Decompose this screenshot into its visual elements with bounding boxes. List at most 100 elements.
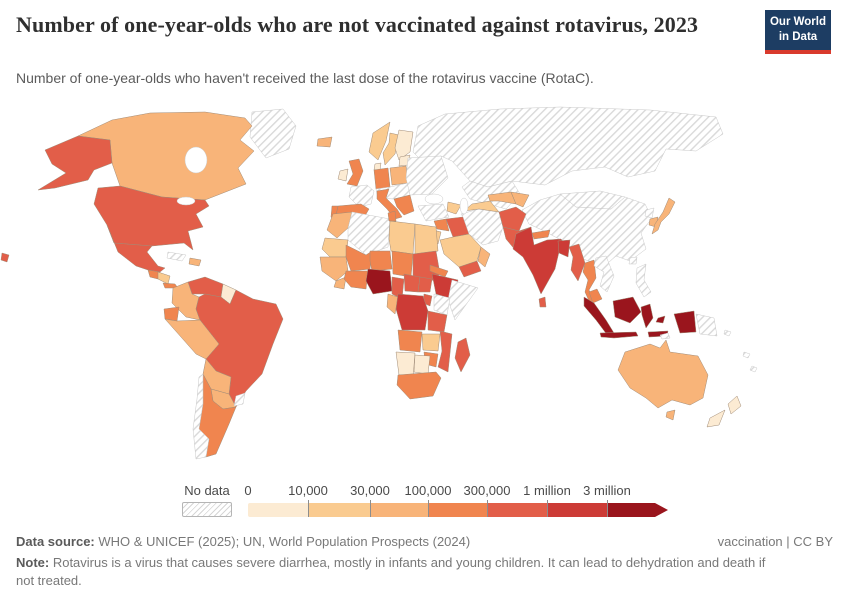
country-germany[interactable]: [373, 167, 391, 190]
country-mexico[interactable]: [106, 224, 166, 273]
country-oman[interactable]: [477, 246, 491, 268]
country-caucasus[interactable]: [446, 201, 462, 215]
country-indonesia-java[interactable]: [599, 331, 639, 339]
country-morocco[interactable]: [326, 211, 353, 239]
country-afghanistan[interactable]: [498, 206, 527, 232]
country-yemen[interactable]: [458, 260, 482, 278]
country-peru[interactable]: [164, 318, 220, 360]
country-tanzania[interactable]: [427, 310, 448, 333]
legend-tick-4: [487, 500, 488, 517]
country-pacific-1[interactable]: [723, 329, 732, 337]
country-laos-vietnam[interactable]: [593, 255, 615, 293]
legend-no-data-swatch[interactable]: [182, 502, 232, 517]
country-philippines[interactable]: [635, 263, 652, 298]
country-sri-lanka[interactable]: [538, 296, 547, 308]
country-tunisia[interactable]: [387, 210, 397, 222]
country-botswana[interactable]: [413, 354, 431, 375]
country-timor[interactable]: [659, 332, 671, 340]
country-cuba[interactable]: [166, 251, 187, 262]
country-pacific-3[interactable]: [749, 365, 758, 373]
country-mauritania[interactable]: [321, 237, 349, 258]
license-link[interactable]: vaccination | CC BY: [717, 534, 833, 549]
country-canada[interactable]: [77, 111, 255, 201]
country-drc[interactable]: [395, 293, 429, 331]
country-kyrgyz-tajik[interactable]: [510, 191, 530, 208]
country-hispaniola[interactable]: [188, 257, 202, 267]
country-malaysia[interactable]: [588, 288, 603, 304]
country-nigeria[interactable]: [365, 268, 393, 295]
legend-segment-0[interactable]: [248, 503, 308, 517]
country-congo-gabon[interactable]: [386, 293, 399, 315]
country-iceland[interactable]: [316, 136, 333, 148]
legend-segment-4[interactable]: [487, 503, 547, 517]
country-ivory-coast-ghana[interactable]: [343, 270, 369, 290]
country-angola[interactable]: [397, 329, 423, 353]
country-poland[interactable]: [389, 165, 409, 186]
country-pacific-2[interactable]: [742, 351, 751, 359]
country-somalia[interactable]: [447, 279, 479, 321]
country-mozambique[interactable]: [437, 330, 453, 373]
country-south-africa[interactable]: [396, 371, 442, 400]
country-madagascar[interactable]: [454, 337, 471, 373]
country-saudi-arabia[interactable]: [439, 233, 482, 268]
country-france[interactable]: [348, 184, 375, 208]
country-zambia[interactable]: [421, 333, 441, 352]
country-mongolia[interactable]: [559, 190, 626, 210]
country-indonesia-sumatra[interactable]: [583, 296, 615, 337]
country-egypt[interactable]: [414, 223, 439, 255]
country-north-korea[interactable]: [644, 207, 655, 219]
country-nepal[interactable]: [531, 229, 551, 240]
legend-segment-5[interactable]: [547, 503, 607, 517]
country-japan[interactable]: [651, 197, 676, 235]
legend-segment-3[interactable]: [428, 503, 487, 517]
legend-tick-label-2: 30,000: [350, 483, 390, 498]
country-indonesia-sulawesi[interactable]: [640, 303, 654, 329]
country-taiwan[interactable]: [628, 256, 638, 265]
legend-segment-2[interactable]: [370, 503, 428, 517]
data-source-text: WHO & UNICEF (2025); UN, World Populatio…: [94, 534, 471, 549]
legend-segment-6[interactable]: [607, 503, 655, 517]
country-senegal-guinea[interactable]: [319, 256, 349, 282]
country-greenland[interactable]: [249, 108, 297, 159]
country-central-african-republic[interactable]: [403, 273, 421, 293]
country-uzbekistan[interactable]: [487, 191, 517, 205]
country-syria[interactable]: [433, 218, 450, 232]
legend-segment-1[interactable]: [308, 503, 370, 517]
country-indonesia-borneo[interactable]: [612, 296, 642, 324]
country-honduras-nicaragua[interactable]: [157, 271, 171, 285]
country-australia[interactable]: [617, 339, 709, 409]
country-indonesia-papua[interactable]: [673, 310, 697, 334]
country-bangladesh[interactable]: [557, 239, 571, 258]
country-new-zealand-south[interactable]: [706, 409, 726, 428]
country-indonesia-maluku[interactable]: [655, 315, 666, 324]
country-papua-new-guinea[interactable]: [695, 313, 718, 337]
country-tasmania[interactable]: [665, 409, 676, 421]
country-hawaii[interactable]: [0, 252, 10, 263]
country-uk[interactable]: [346, 158, 364, 187]
country-south-sudan[interactable]: [417, 276, 433, 293]
country-ecuador[interactable]: [163, 306, 180, 322]
country-new-zealand-north[interactable]: [727, 395, 742, 415]
country-alaska[interactable]: [37, 135, 113, 191]
country-ireland[interactable]: [337, 168, 349, 182]
country-chad[interactable]: [391, 250, 414, 278]
country-libya[interactable]: [388, 220, 416, 255]
country-chile[interactable]: [192, 373, 210, 460]
country-sierra-leone-liberia[interactable]: [333, 276, 347, 290]
owid-logo[interactable]: Our World in Data: [765, 10, 831, 54]
country-turkey[interactable]: [417, 203, 450, 222]
country-niger[interactable]: [369, 250, 393, 272]
legend-tick-label-5: 1 million: [523, 483, 571, 498]
country-russia[interactable]: [412, 106, 724, 188]
country-italy[interactable]: [376, 188, 403, 220]
legend-arrow-cap: [655, 503, 668, 517]
country-thailand[interactable]: [582, 259, 597, 304]
country-balkans[interactable]: [393, 194, 415, 216]
country-uruguay[interactable]: [233, 392, 246, 407]
country-ukraine-region[interactable]: [405, 155, 449, 196]
country-algeria[interactable]: [347, 211, 391, 256]
country-norway[interactable]: [368, 121, 391, 161]
country-kenya[interactable]: [433, 293, 451, 316]
country-myanmar[interactable]: [568, 243, 586, 282]
